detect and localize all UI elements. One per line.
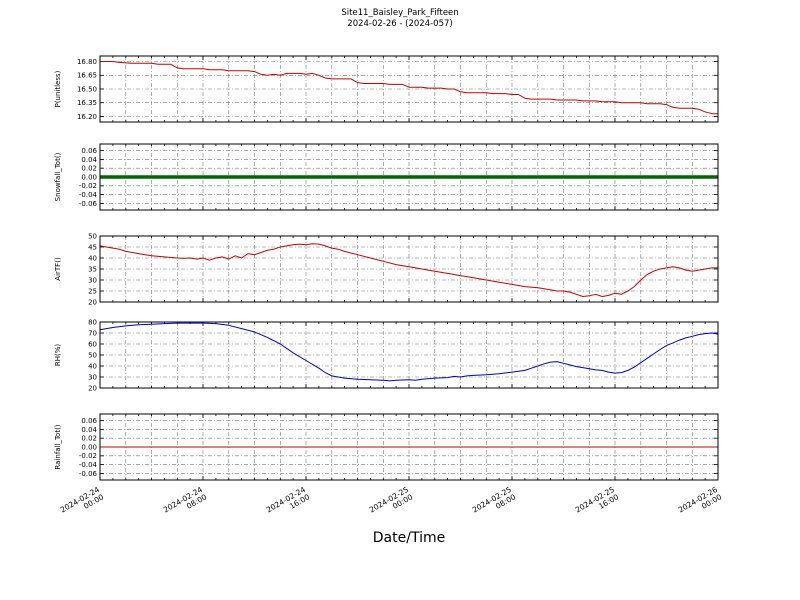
panel-frame <box>99 413 719 481</box>
y-tick-label: -0.02 <box>79 452 97 460</box>
x-tick-label: 2024-02-2408:00 <box>162 485 209 522</box>
y-tick-label: 30 <box>88 373 97 381</box>
y-tick-label: 16.20 <box>77 113 97 121</box>
y-tick-label: 16.65 <box>77 72 97 80</box>
y-tick-label: 0.04 <box>81 156 97 164</box>
x-tick-label: 2024-02-2500:00 <box>368 485 415 522</box>
y-axis-label: P(unitless) <box>54 70 62 107</box>
y-tick-label: 0.02 <box>81 435 97 443</box>
panel-frame <box>99 143 719 211</box>
panel-frame <box>99 55 719 123</box>
x-tick-label: 2024-02-2400:00 <box>59 485 106 522</box>
x-tick-label: 2024-02-2600:00 <box>677 485 724 522</box>
y-axis-label: Snowfall_Tot() <box>54 152 62 201</box>
y-axis-label: AirTF() <box>54 257 62 281</box>
x-tick-label: 2024-02-2508:00 <box>471 485 518 522</box>
x-tick-label: 2024-02-2516:00 <box>574 485 621 522</box>
y-tick-label: -0.02 <box>79 182 97 190</box>
y-tick-label: 16.50 <box>77 85 97 93</box>
y-tick-label: 60 <box>88 340 97 348</box>
y-tick-label: 0.06 <box>81 417 97 425</box>
y-tick-label: -0.06 <box>79 470 98 478</box>
y-tick-label: -0.06 <box>79 200 98 208</box>
y-tick-label: 0.04 <box>81 426 97 434</box>
y-tick-label: 45 <box>88 243 97 251</box>
chart-title: Site11_Baisley_Park_Fifteen 2024-02-26 -… <box>0 8 800 30</box>
y-axis-label: Rainfall_Tot() <box>54 424 62 469</box>
y-tick-label: -0.04 <box>79 461 98 469</box>
y-axis-label: RH(%) <box>54 344 62 367</box>
y-tick-label: 20 <box>88 298 97 306</box>
y-tick-label: 16.35 <box>77 99 97 107</box>
x-tick-label: 2024-02-2416:00 <box>265 485 312 522</box>
chart-title-line1: Site11_Baisley_Park_Fifteen <box>341 8 459 18</box>
y-tick-label: 40 <box>88 254 97 262</box>
y-tick-label: 16.80 <box>77 58 97 66</box>
y-tick-label: 50 <box>88 351 97 359</box>
y-tick-label: 0.00 <box>81 443 97 451</box>
y-tick-label: 0.00 <box>81 173 97 181</box>
y-tick-label: 30 <box>88 276 97 284</box>
y-tick-label: 20 <box>88 384 97 392</box>
y-tick-label: 70 <box>88 329 97 337</box>
data-series <box>99 243 718 297</box>
chart-title-line2: 2024-02-26 - (2024-057) <box>347 19 453 29</box>
data-series <box>99 322 719 382</box>
x-axis-title: Date/Time <box>372 530 446 546</box>
y-tick-label: 35 <box>88 265 97 273</box>
y-tick-label: 80 <box>88 318 97 326</box>
y-tick-label: -0.04 <box>79 191 98 199</box>
y-tick-label: 40 <box>88 362 97 370</box>
panel-frame <box>99 321 719 389</box>
panel-frame <box>99 235 719 303</box>
y-tick-label: 0.06 <box>81 147 97 155</box>
y-tick-label: 50 <box>88 232 97 240</box>
y-tick-label: 25 <box>88 287 97 295</box>
y-tick-label: 0.02 <box>81 165 97 173</box>
data-series <box>100 61 718 115</box>
